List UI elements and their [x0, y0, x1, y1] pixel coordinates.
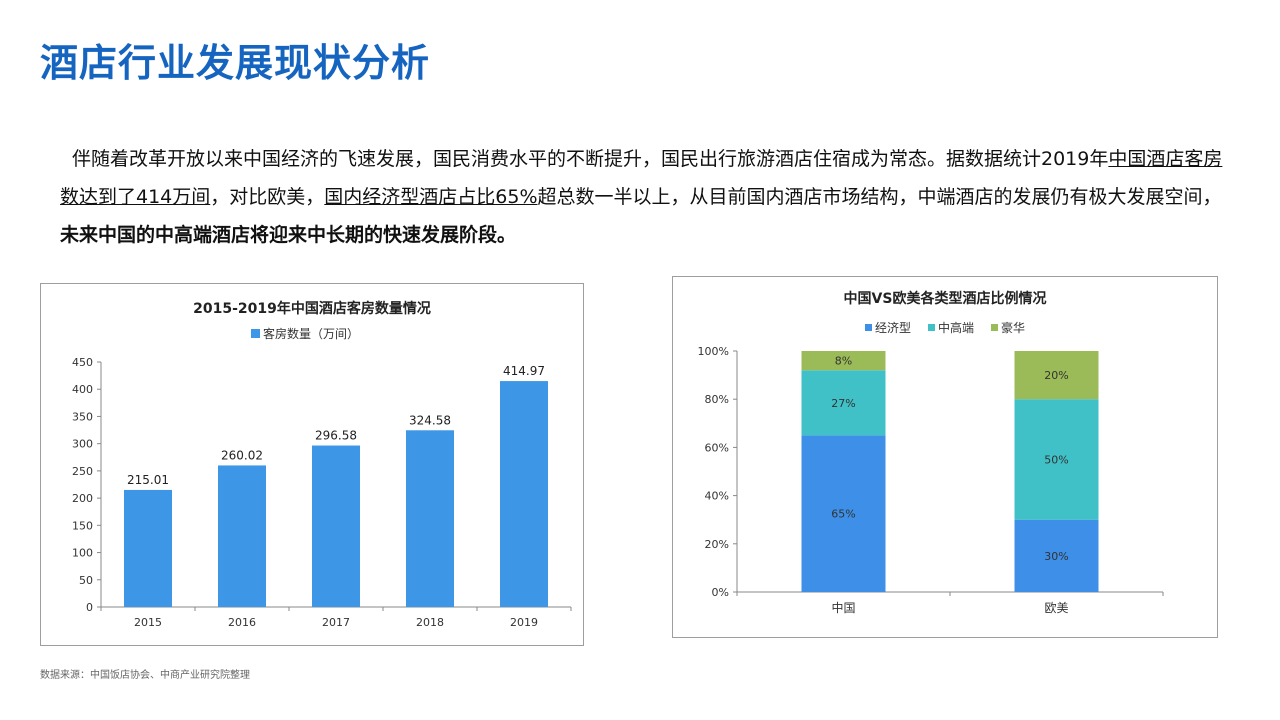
chart2-bar-segment: [801, 351, 886, 371]
chart1-y-tick-label: 100: [72, 547, 93, 560]
chart2-data-label: 20%: [1044, 369, 1068, 382]
chart2-x-tick-label: 中国: [831, 600, 855, 615]
chart1-bar: [218, 465, 266, 607]
paragraph-text-3: 超总数一半以上，从目前国内酒店市场结构，中端酒店的发展仍有极大发展空间，: [537, 186, 1222, 208]
chart1-data-label: 414.97: [503, 364, 545, 378]
paragraph-text-2: ，对比欧美，: [210, 186, 325, 208]
chart1-bar: [500, 381, 548, 607]
chart1-y-tick-label: 300: [72, 438, 93, 451]
chart1-x-tick-label: 2017: [322, 616, 350, 629]
chart2-legend-label: 豪华: [1001, 320, 1025, 335]
chart2-bar-segment: [801, 435, 886, 592]
chart1-data-label: 215.01: [127, 473, 169, 487]
chart1-x-tick-label: 2016: [228, 616, 256, 629]
paragraph-text-1: 伴随着改革开放以来中国经济的飞速发展，国民消费水平的不断提升，国民出行旅游酒店住…: [72, 148, 1109, 170]
chart2-y-tick-label: 60%: [705, 441, 729, 454]
summary-paragraph: 伴随着改革开放以来中国经济的飞速发展，国民消费水平的不断提升，国民出行旅游酒店住…: [60, 140, 1230, 254]
chart1-data-label: 296.58: [315, 429, 357, 443]
chart2-data-label: 65%: [831, 508, 855, 521]
paragraph-conclusion: 未来中国的中高端酒店将迎来中长期的快速发展阶段。: [60, 224, 517, 246]
chart1-bar: [406, 430, 454, 607]
chart2-bar-segment: [1014, 351, 1099, 400]
chart2-y-tick-label: 20%: [705, 538, 729, 551]
chart1-title: 2015-2019年中国酒店客房数量情况: [193, 300, 431, 317]
chart2-y-tick-label: 40%: [705, 490, 729, 503]
chart1-legend-swatch: [251, 329, 260, 338]
chart1-y-tick-label: 50: [79, 574, 93, 587]
chart1-y-tick-label: 0: [86, 601, 93, 614]
chart2-y-tick-label: 100%: [698, 345, 729, 358]
rooms-chart-panel: 2015-2019年中国酒店客房数量情况 客房数量（万间） 0 50 100 150 200…: [40, 283, 584, 646]
chart2-legend-swatch: [991, 324, 998, 331]
chart2-y-tick-label: 0%: [712, 586, 729, 599]
chart1-legend-label: 客房数量（万间）: [263, 326, 359, 341]
chart1-y-tick-label: 400: [72, 383, 93, 396]
chart2-data-label: 27%: [831, 397, 855, 410]
chart1-y-tick-label: 150: [72, 519, 93, 532]
chart2-title: 中国VS欧美各类型酒店比例情况: [844, 290, 1047, 307]
chart2-x-tick-label: 欧美: [1044, 601, 1068, 615]
chart1-data-label: 260.02: [221, 448, 263, 462]
chart1-bar: [312, 445, 360, 607]
chart2-bar-segment: [1014, 519, 1099, 592]
chart1-y-tick-label: 200: [72, 492, 93, 505]
chart2-bar-segment: [801, 370, 886, 436]
chart2-data-label: 8%: [835, 355, 852, 368]
paragraph-highlight-rooms: 中国酒店客房数达到了414万间: [60, 148, 1223, 208]
chart2-legend-swatch: [928, 324, 935, 331]
chart2-data-label: 50%: [1044, 453, 1068, 466]
chart2-y-tick-label: 80%: [705, 393, 729, 406]
chart1-x-tick-label: 2019: [510, 616, 538, 629]
chart1-x-tick-label: 2018: [416, 616, 444, 629]
chart2-legend-swatch: [865, 324, 872, 331]
data-source-note: 数据来源：中国饭店协会、中商产业研究院整理: [40, 670, 250, 681]
paragraph-highlight-economy: 国内经济型酒店占比65%: [324, 186, 538, 208]
chart1-bar: [124, 489, 172, 607]
chart1-y-tick-label: 250: [72, 465, 93, 478]
page-title: 酒店行业发展现状分析: [40, 41, 431, 85]
hotel-type-chart-panel: 中国VS欧美各类型酒店比例情况经济型 中高端 豪华 0% 20% 40% 60% 80% 100…: [672, 276, 1218, 638]
chart2-legend-label: 经济型: [875, 320, 911, 335]
chart1-y-tick-label: 450: [72, 356, 93, 369]
chart2-legend-label: 中高端: [938, 320, 974, 335]
chart1-x-tick-label: 2015: [134, 616, 162, 629]
chart1-y-tick-label: 350: [72, 410, 93, 423]
chart2-bar-segment: [1014, 399, 1099, 520]
chart1-data-label: 324.58: [409, 413, 451, 427]
chart2-data-label: 30%: [1044, 550, 1068, 563]
